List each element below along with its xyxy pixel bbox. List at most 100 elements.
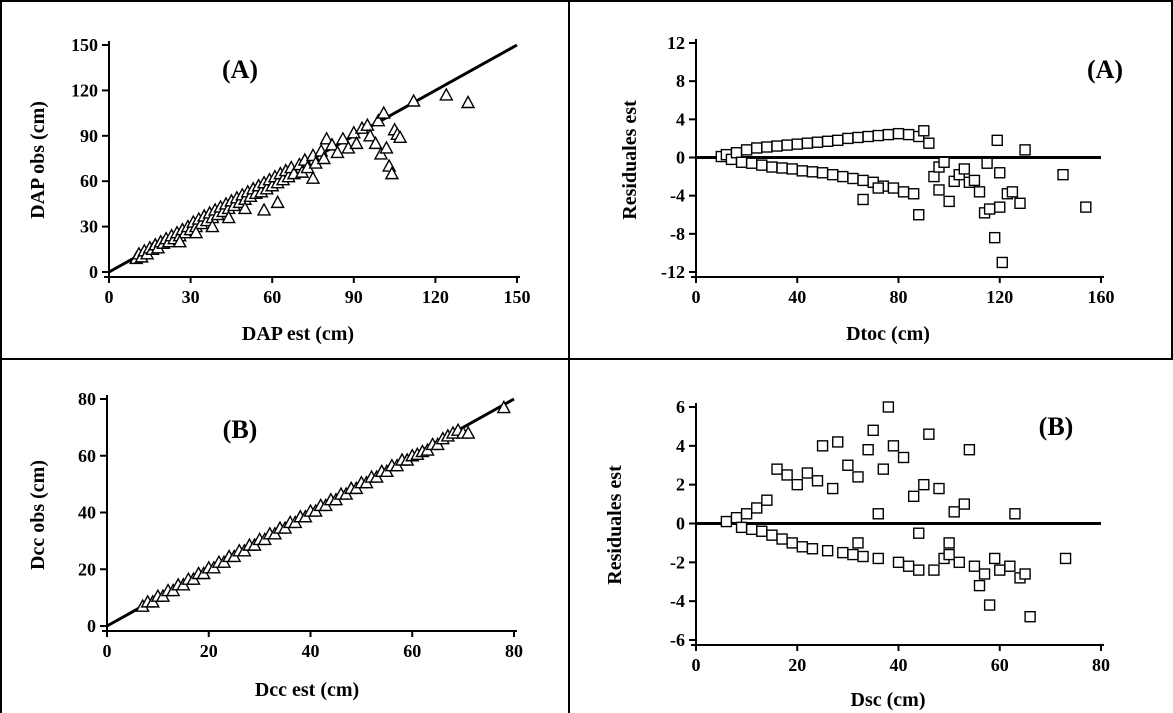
data-point [988, 552, 1001, 565]
data-point [781, 139, 793, 151]
data-point [811, 136, 824, 148]
data-point [994, 167, 1006, 179]
data-point [882, 401, 895, 413]
data-point [918, 125, 930, 137]
data-point [847, 172, 859, 185]
x-axis-label: DAP est (cm) [242, 323, 354, 345]
y-tick-label: 0 [676, 514, 685, 534]
data-point [832, 134, 844, 147]
data-point [1057, 168, 1069, 181]
data-point [172, 234, 187, 248]
data-point [913, 527, 925, 539]
data-point [996, 256, 1008, 269]
x-axis-label: Dsc (cm) [851, 689, 926, 711]
data-point [756, 159, 768, 171]
x-tick-label: 90 [345, 287, 363, 307]
chart-bottom-left: (B) Dcc est (cm) Dcc obs (cm) 0 20 40 60 80 0… [27, 389, 523, 701]
data-point [362, 128, 378, 142]
y-tick-label: 0 [89, 262, 98, 282]
data-point [460, 95, 476, 109]
data-point [368, 135, 383, 150]
data-point [1080, 201, 1092, 213]
data-point [786, 163, 798, 175]
data-point [376, 105, 391, 119]
data-point [720, 515, 733, 528]
y-tick-label: -4 [670, 186, 685, 206]
data-point [988, 231, 1001, 244]
panel-tag: (B) [223, 415, 258, 444]
y-tick-label: 0 [87, 616, 96, 636]
data-point [887, 182, 900, 194]
data-point [857, 193, 869, 206]
data-point [439, 87, 454, 101]
y-tick-label: 4 [676, 109, 685, 129]
data-point [205, 219, 220, 233]
data-point [406, 93, 421, 107]
x-tick-label: 80 [505, 641, 523, 661]
data-point [371, 113, 386, 127]
data-point [811, 475, 824, 487]
data-point [237, 200, 253, 215]
x-tick-label: 40 [302, 641, 320, 661]
x-tick-label: 40 [788, 287, 806, 307]
data-point [796, 541, 809, 553]
data-point [852, 471, 864, 483]
data-point [1059, 552, 1072, 565]
data-point [872, 129, 884, 142]
data-point [991, 134, 1003, 147]
data-point [776, 162, 788, 174]
data-point [973, 186, 986, 198]
data-point [305, 170, 321, 184]
data-point [776, 533, 788, 545]
data-point [1006, 186, 1019, 198]
data-point [1019, 568, 1031, 580]
data-point [735, 156, 748, 168]
data-point [943, 548, 955, 561]
data-point [221, 210, 236, 224]
data-point [872, 508, 884, 520]
data-point [461, 425, 476, 439]
y-tick-label: 90 [80, 126, 98, 146]
y-axis-label: Residuales est [604, 465, 626, 585]
x-tick-label: 0 [103, 641, 112, 661]
data-point [913, 564, 925, 576]
data-point [842, 459, 854, 471]
y-tick-label: 4 [676, 436, 685, 456]
data-point [857, 550, 869, 563]
data-point [740, 144, 753, 156]
data-point [1009, 508, 1021, 520]
data-point [188, 225, 204, 239]
data-point [907, 188, 920, 200]
data-point [379, 140, 394, 154]
data-point [958, 163, 971, 175]
data-point [948, 506, 960, 518]
data-point [872, 552, 884, 565]
data-point [973, 579, 986, 592]
data-point [968, 560, 981, 572]
chart-top-right: (A) Dtoc (cm) Residuales est 0 40 80 120 160… [619, 33, 1123, 345]
x-tick-label: 60 [991, 655, 1009, 675]
data-point [496, 400, 512, 414]
data-point [983, 203, 996, 215]
x-tick-label: 120 [422, 287, 449, 307]
data-point [902, 128, 915, 141]
data-point [771, 463, 783, 475]
data-point [928, 564, 940, 576]
y-tick-label: 2 [676, 475, 685, 495]
y-tick-label: 80 [78, 389, 96, 409]
data-point [735, 521, 748, 534]
data-point [806, 543, 819, 555]
data-point [877, 463, 890, 475]
x-axis-label: Dtoc (cm) [846, 323, 930, 345]
data-point [761, 141, 773, 153]
data-point [761, 494, 773, 506]
data-point [897, 451, 910, 464]
chart-top-left: (A) DAP est (cm) DAP obs (cm) 0 30 60 90 120… [27, 35, 531, 345]
x-tick-label: 0 [692, 287, 701, 307]
data-point [862, 130, 874, 143]
y-tick-label: 6 [676, 397, 685, 417]
data-point [867, 424, 879, 436]
data-point [832, 436, 844, 448]
data-point [816, 167, 829, 179]
